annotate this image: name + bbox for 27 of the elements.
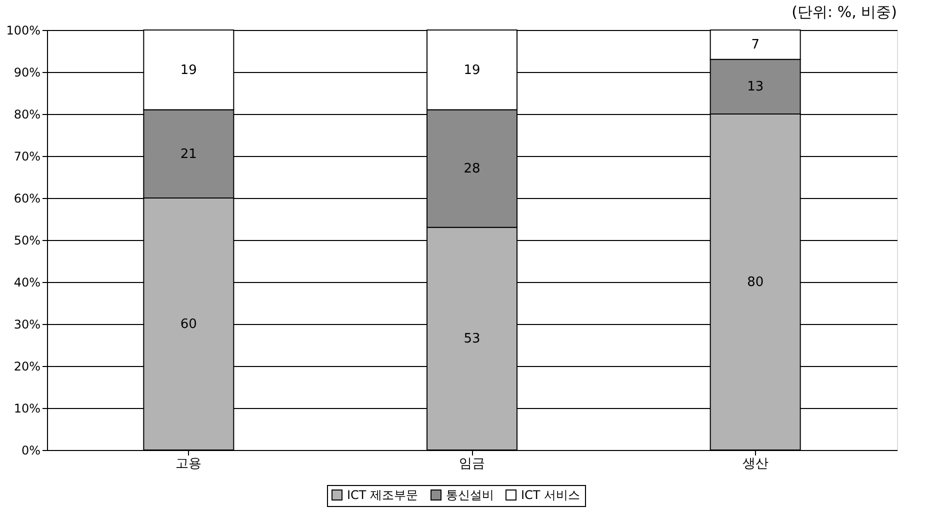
y-tick-label: 50%: [14, 234, 40, 248]
y-tick-label: 0%: [21, 444, 40, 458]
data-label: 60: [180, 317, 197, 332]
y-tick-label: 80%: [14, 108, 40, 122]
y-tick-label: 70%: [14, 150, 40, 164]
data-label: 21: [180, 146, 197, 162]
x-tick-label: 임금: [459, 456, 485, 472]
y-tick-label: 20%: [14, 360, 40, 374]
data-label: 19: [464, 62, 480, 78]
x-tick-label: 생산: [742, 456, 768, 472]
data-label: 7: [751, 38, 760, 53]
y-tick-label: 60%: [14, 192, 40, 206]
data-label: 28: [464, 162, 480, 177]
x-tick-label: 고용: [176, 456, 202, 472]
data-label: 53: [464, 332, 480, 347]
text: (단위: %, 비중): [792, 3, 897, 21]
y-tick-label: 100%: [6, 24, 40, 38]
y-tick-label: 90%: [14, 66, 40, 80]
legend-label: 통신설비: [446, 488, 494, 502]
data-label: 80: [747, 275, 764, 290]
y-tick-label: 10%: [14, 402, 40, 416]
data-label: 19: [180, 62, 197, 78]
y-tick-label: 40%: [14, 276, 40, 290]
y-tick-label: 30%: [14, 318, 40, 332]
legend-label: ICT 제조부문: [347, 488, 418, 502]
legend-label: ICT 서비스: [521, 488, 580, 502]
data-label: 13: [747, 80, 764, 95]
